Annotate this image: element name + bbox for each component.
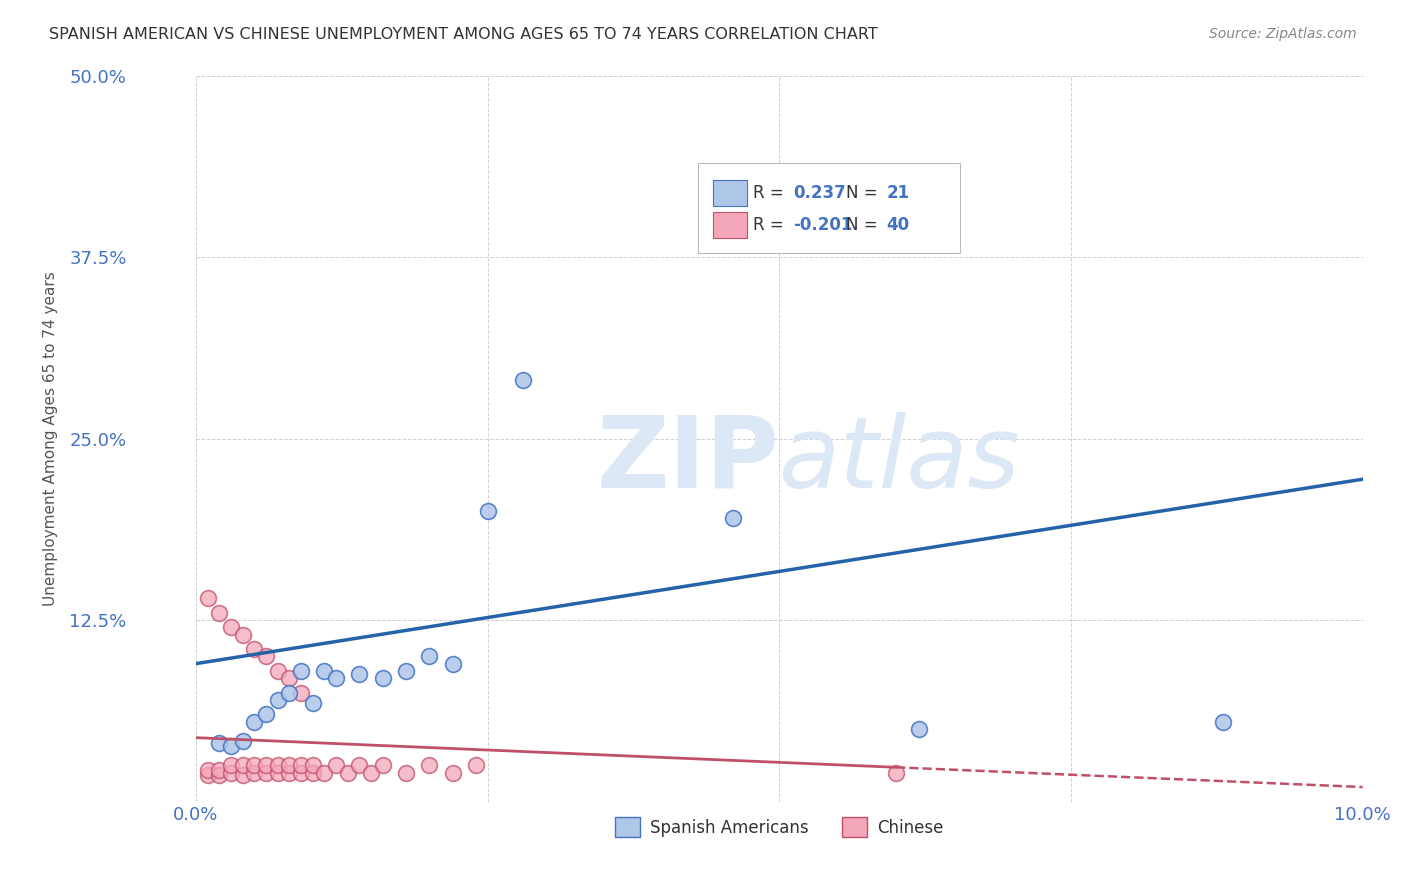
Point [314, 664, 336, 678]
Text: R =: R = [752, 184, 789, 202]
Point [208, 737, 231, 751]
Text: -0.201: -0.201 [793, 216, 852, 234]
Point [721, 511, 744, 525]
Point [267, 758, 290, 772]
Point [243, 765, 266, 780]
Point [395, 664, 418, 678]
Point [325, 671, 347, 685]
Point [197, 768, 219, 782]
Point [301, 696, 323, 710]
Text: N =: N = [846, 184, 883, 202]
Text: atlas: atlas [779, 412, 1021, 508]
Text: 40: 40 [887, 216, 910, 234]
Point [314, 765, 336, 780]
Text: SPANISH AMERICAN VS CHINESE UNEMPLOYMENT AMONG AGES 65 TO 74 YEARS CORRELATION C: SPANISH AMERICAN VS CHINESE UNEMPLOYMENT… [49, 27, 877, 42]
Point [197, 591, 219, 606]
Y-axis label: Unemployment Among Ages 65 to 74 years: Unemployment Among Ages 65 to 74 years [44, 271, 58, 606]
Point [243, 642, 266, 657]
Point [267, 693, 290, 707]
Point [441, 657, 464, 671]
Point [290, 664, 312, 678]
Point [371, 758, 394, 772]
Point [418, 758, 440, 772]
Point [254, 758, 277, 772]
Point [219, 765, 242, 780]
Point [219, 758, 242, 772]
Point [441, 765, 464, 780]
Point [219, 620, 242, 634]
Text: R =: R = [752, 216, 789, 234]
Text: 0.237: 0.237 [793, 184, 846, 202]
Point [908, 722, 931, 736]
Point [232, 758, 254, 772]
Point [267, 664, 290, 678]
Point [349, 758, 371, 772]
Point [254, 765, 277, 780]
Point [290, 758, 312, 772]
FancyBboxPatch shape [713, 180, 747, 206]
Point [278, 765, 301, 780]
Point [243, 714, 266, 729]
Point [465, 758, 488, 772]
Point [254, 707, 277, 722]
Point [418, 649, 440, 664]
Point [884, 765, 907, 780]
Point [371, 671, 394, 685]
Point [197, 763, 219, 777]
Text: ZIP: ZIP [596, 412, 779, 508]
Point [325, 758, 347, 772]
Legend: Spanish Americans, Chinese: Spanish Americans, Chinese [609, 811, 950, 844]
Point [349, 666, 371, 681]
Point [360, 765, 382, 780]
Point [232, 733, 254, 747]
Point [477, 504, 499, 518]
Point [301, 765, 323, 780]
Point [395, 765, 418, 780]
Point [1212, 714, 1234, 729]
FancyBboxPatch shape [713, 212, 747, 238]
Point [278, 671, 301, 685]
Point [232, 768, 254, 782]
Point [512, 374, 534, 388]
Point [254, 649, 277, 664]
Point [301, 758, 323, 772]
Text: Source: ZipAtlas.com: Source: ZipAtlas.com [1209, 27, 1357, 41]
Point [278, 758, 301, 772]
Point [208, 768, 231, 782]
FancyBboxPatch shape [697, 162, 960, 253]
Point [290, 686, 312, 700]
Point [243, 758, 266, 772]
Point [208, 763, 231, 777]
Point [219, 739, 242, 754]
Point [267, 765, 290, 780]
Text: 21: 21 [887, 184, 910, 202]
Point [336, 765, 359, 780]
Text: N =: N = [846, 216, 883, 234]
Point [232, 627, 254, 641]
Point [208, 606, 231, 620]
Point [290, 765, 312, 780]
Point [278, 686, 301, 700]
